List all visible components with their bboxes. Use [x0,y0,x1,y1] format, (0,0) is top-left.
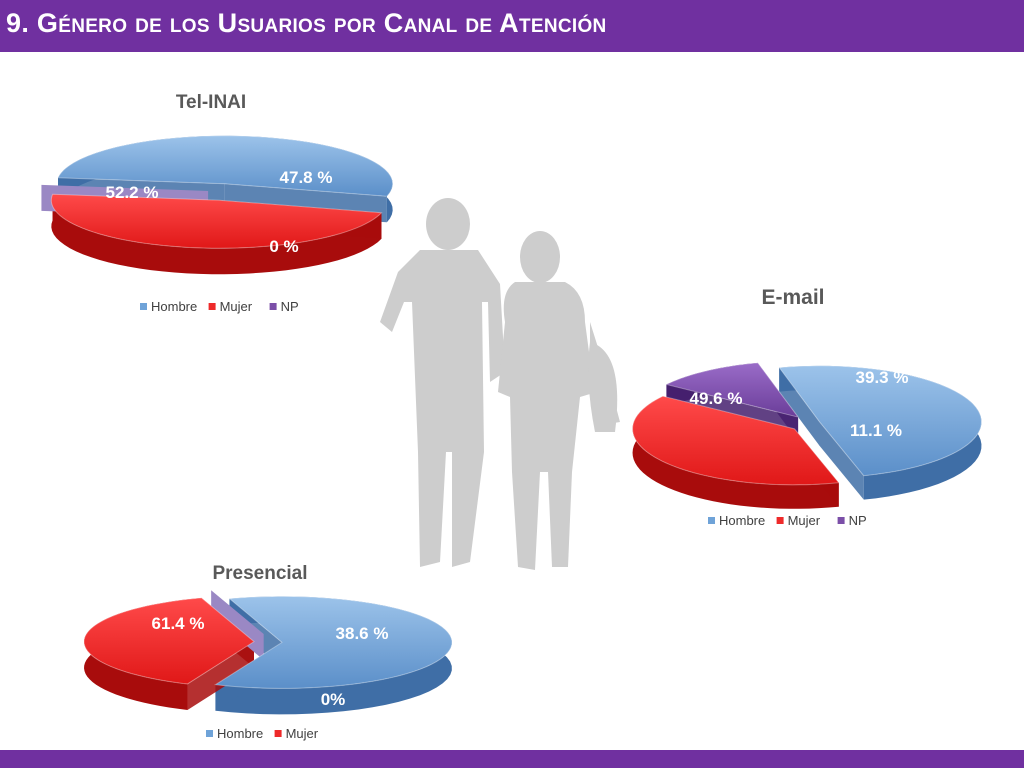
couple-silhouette-image [380,198,620,570]
chart-presencial: Presencial 61.4 % 38.6 % 0% Hombre Mujer [83,563,453,741]
legend-swatch-np [269,303,277,310]
legend-label-mujer: Mujer [788,513,821,528]
pie-slice-hombre [57,135,394,197]
pie-presencial: 61.4 % 38.6 % 0% [83,590,453,715]
chart-title: E-mail [761,286,824,309]
legend-tel-inai: Hombre Mujer NP [140,299,299,314]
legend-swatch-hombre [206,730,213,737]
pie-slice-side [819,421,864,500]
data-label-np: 0% [321,690,346,709]
pie-slice-side [51,194,382,275]
legend-swatch-mujer [274,730,282,737]
pie-slice-mujer [83,597,255,685]
legend-swatch-hombre [140,303,147,310]
data-label-mujer: 39.3 % [856,368,909,387]
legend-label-mujer: Mujer [220,299,253,314]
legend-swatch-mujer [208,303,216,310]
legend-swatch-np [837,517,845,524]
data-label-np: 0 % [269,237,298,256]
header-bar: 9. Género de los Usuarios por Canal de A… [0,0,1024,52]
data-label-mujer: 47.8 % [280,168,333,187]
pie-email: 49.6 % 39.3 % 11.1 % [632,362,983,509]
data-label-np: 11.1 % [850,421,902,440]
legend-label-hombre: Hombre [217,726,263,741]
data-label-hombre: 49.6 % [690,389,743,408]
pie-slice-side [632,396,839,509]
pie-slice-mujer [632,395,840,486]
legend-label-np: NP [281,299,299,314]
charts-canvas: Tel-INAI 52.2 % 47.8 % 0 % Hombre Mujer NP E… [41,92,983,741]
footer-bar [0,750,1024,768]
legend-swatch-mujer [776,517,784,524]
pie-slice-side [779,367,820,446]
legend-label-hombre: Hombre [719,513,765,528]
chart-tel-inai: Tel-INAI 52.2 % 47.8 % 0 % Hombre Mujer NP [41,92,394,314]
legend-label-hombre: Hombre [151,299,197,314]
pie-slice-np [664,362,800,418]
pie-slice-side [187,641,255,710]
page-title: 9. Género de los Usuarios por Canal de A… [6,8,607,38]
chart-title: Tel-INAI [176,92,246,113]
data-label-hombre: 61.4 % [152,614,205,633]
legend-label-mujer: Mujer [286,726,319,741]
pie-slice-hombre [778,365,983,477]
data-label-mujer: 38.6 % [336,624,389,643]
legend-presencial: Hombre Mujer [206,726,319,741]
pie-slice-hombre [213,595,453,689]
chart-title: Presencial [212,563,307,584]
chart-email: E-mail 49.6 % 39.3 % 11.1 % Hombre Mujer NP [632,286,983,528]
pie-tel-inai: 52.2 % 47.8 % 0 % [41,135,394,275]
pie-slice-mujer [50,193,383,249]
legend-email: Hombre Mujer NP [708,513,867,528]
data-label-hombre: 52.2 % [106,183,159,202]
legend-label-np: NP [849,513,867,528]
legend-swatch-hombre [708,517,715,524]
